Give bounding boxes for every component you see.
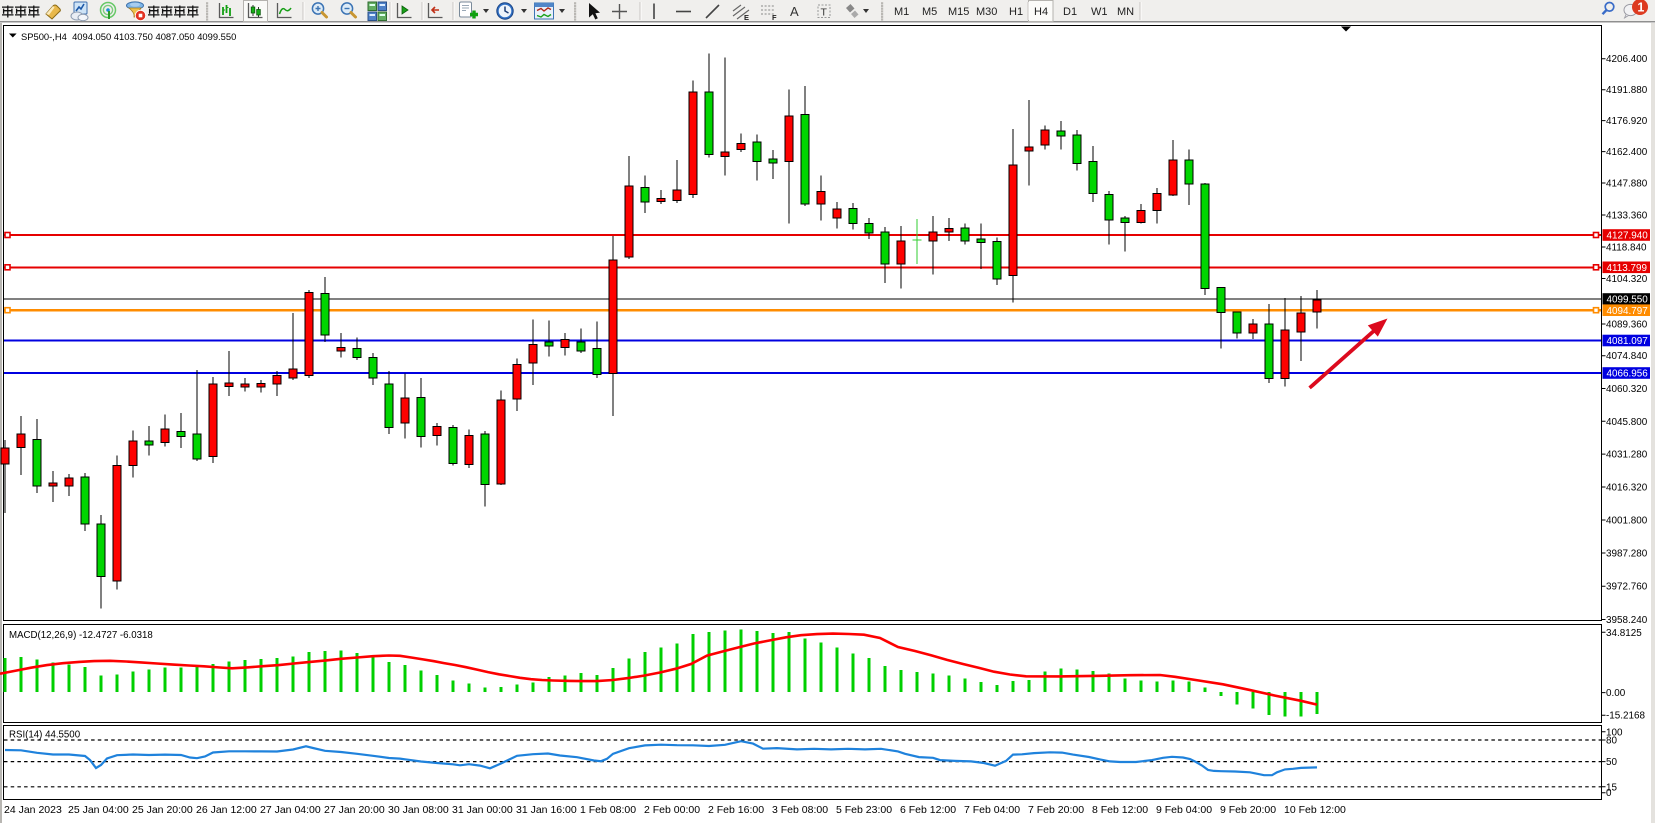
svg-text:MN: MN xyxy=(1117,6,1134,18)
svg-text:27 Jan 20:00: 27 Jan 20:00 xyxy=(324,804,385,816)
svg-text:H4: H4 xyxy=(1034,6,1048,18)
svg-text:D1: D1 xyxy=(1063,6,1077,18)
svg-text:4147.880: 4147.880 xyxy=(1606,179,1648,190)
svg-text:RSI(14) 44.5500: RSI(14) 44.5500 xyxy=(9,730,81,741)
svg-text:31 Jan 16:00: 31 Jan 16:00 xyxy=(516,804,577,816)
svg-text:4191.880: 4191.880 xyxy=(1606,85,1648,96)
svg-text:7 Feb 04:00: 7 Feb 04:00 xyxy=(964,804,1020,816)
svg-text:MACD(12,26,9) -12.4727 -6.0318: MACD(12,26,9) -12.4727 -6.0318 xyxy=(9,630,153,641)
svg-text:2 Feb 00:00: 2 Feb 00:00 xyxy=(644,804,700,816)
svg-text:50: 50 xyxy=(1606,757,1617,768)
svg-text:4113.799: 4113.799 xyxy=(1607,263,1648,274)
svg-text:-15.2168: -15.2168 xyxy=(1606,711,1645,722)
svg-text:4176.920: 4176.920 xyxy=(1606,116,1648,127)
svg-text:E: E xyxy=(744,13,749,22)
svg-text:4162.400: 4162.400 xyxy=(1606,147,1648,158)
svg-text:4016.320: 4016.320 xyxy=(1606,483,1648,494)
svg-text:M1: M1 xyxy=(894,6,909,18)
svg-text:25 Jan 20:00: 25 Jan 20:00 xyxy=(132,804,193,816)
svg-text:4031.280: 4031.280 xyxy=(1606,450,1648,461)
svg-text:4060.320: 4060.320 xyxy=(1606,384,1648,395)
svg-text:4104.320: 4104.320 xyxy=(1606,274,1648,285)
svg-text:3 Feb 08:00: 3 Feb 08:00 xyxy=(772,804,828,816)
svg-text:4001.800: 4001.800 xyxy=(1606,516,1648,527)
svg-text:3972.760: 3972.760 xyxy=(1606,582,1648,593)
svg-text:2 Feb 16:00: 2 Feb 16:00 xyxy=(708,804,764,816)
svg-text:F: F xyxy=(772,13,777,22)
svg-text:31 Jan 00:00: 31 Jan 00:00 xyxy=(452,804,513,816)
svg-text:4094.797: 4094.797 xyxy=(1607,306,1648,317)
svg-text:4081.097: 4081.097 xyxy=(1607,336,1648,347)
svg-text:M15: M15 xyxy=(948,6,969,18)
svg-text:27 Jan 04:00: 27 Jan 04:00 xyxy=(260,804,321,816)
svg-text:4045.800: 4045.800 xyxy=(1606,417,1648,428)
svg-text:7 Feb 20:00: 7 Feb 20:00 xyxy=(1028,804,1084,816)
svg-text:T: T xyxy=(821,7,828,19)
svg-text:M30: M30 xyxy=(976,6,997,18)
svg-text:9 Feb 04:00: 9 Feb 04:00 xyxy=(1156,804,1212,816)
svg-text:4133.360: 4133.360 xyxy=(1606,211,1648,222)
svg-text:3987.280: 3987.280 xyxy=(1606,549,1648,560)
svg-text:15: 15 xyxy=(1606,782,1617,793)
svg-text:26 Jan 12:00: 26 Jan 12:00 xyxy=(196,804,257,816)
svg-text:A: A xyxy=(790,4,799,19)
svg-text:4066.956: 4066.956 xyxy=(1607,369,1649,380)
svg-text:4118.840: 4118.840 xyxy=(1606,243,1647,254)
svg-text:1 Feb 08:00: 1 Feb 08:00 xyxy=(580,804,636,816)
svg-text:4206.400: 4206.400 xyxy=(1606,54,1648,65)
svg-text:80: 80 xyxy=(1606,736,1617,747)
svg-text:24 Jan 2023: 24 Jan 2023 xyxy=(4,804,62,816)
svg-text:4074.840: 4074.840 xyxy=(1606,351,1648,362)
svg-text:3958.240: 3958.240 xyxy=(1606,615,1648,626)
svg-text:W1: W1 xyxy=(1091,6,1108,18)
svg-text:30 Jan 08:00: 30 Jan 08:00 xyxy=(388,804,449,816)
svg-text:H1: H1 xyxy=(1009,6,1023,18)
svg-text:8 Feb 12:00: 8 Feb 12:00 xyxy=(1092,804,1148,816)
svg-text:4089.360: 4089.360 xyxy=(1606,320,1648,331)
svg-text:34.8125: 34.8125 xyxy=(1606,628,1642,639)
svg-text:4127.940: 4127.940 xyxy=(1607,231,1649,242)
svg-text:9 Feb 20:00: 9 Feb 20:00 xyxy=(1220,804,1276,816)
svg-text:M5: M5 xyxy=(922,6,937,18)
svg-text:10 Feb 12:00: 10 Feb 12:00 xyxy=(1284,804,1346,816)
svg-text:4099.550: 4099.550 xyxy=(1607,295,1649,306)
svg-text:1: 1 xyxy=(1637,0,1644,14)
svg-text:0: 0 xyxy=(1606,788,1612,799)
svg-text:6 Feb 12:00: 6 Feb 12:00 xyxy=(900,804,956,816)
svg-text:5 Feb 23:00: 5 Feb 23:00 xyxy=(836,804,892,816)
svg-text:SP500-,H4 4094.050 4103.750 4: SP500-,H4 4094.050 4103.750 4087.050 409… xyxy=(21,31,236,42)
svg-text:0.00: 0.00 xyxy=(1606,688,1626,699)
svg-text:25 Jan 04:00: 25 Jan 04:00 xyxy=(68,804,129,816)
svg-text:100: 100 xyxy=(1606,727,1623,738)
